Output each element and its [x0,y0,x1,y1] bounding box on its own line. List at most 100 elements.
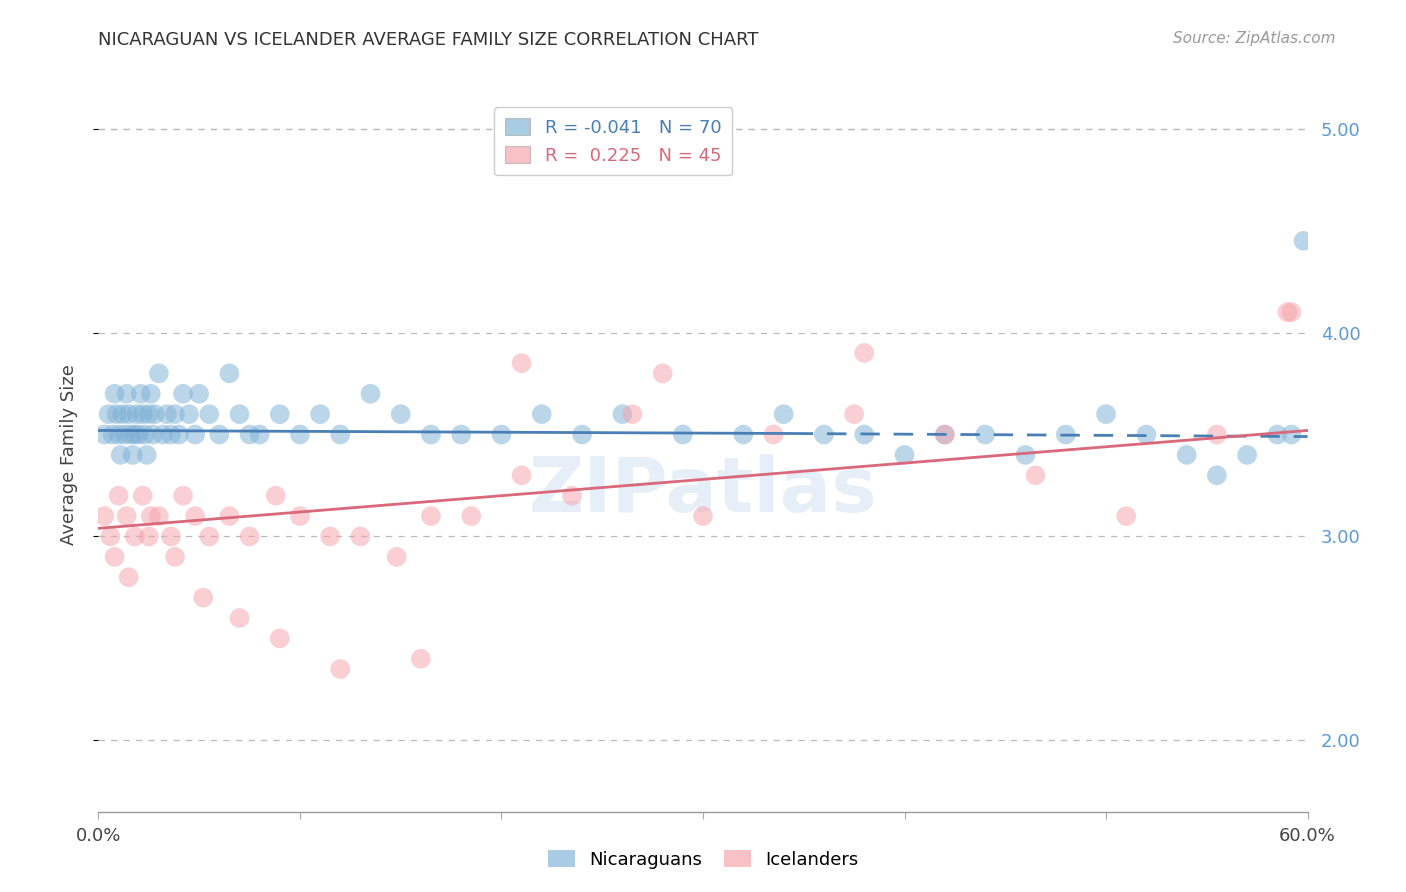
Point [129,386,152,401]
Point [118,570,141,584]
Point [288,427,311,442]
Point [762,427,785,442]
Point [1206,427,1229,442]
Point [148,509,170,524]
Point [188,386,211,401]
Point [319,529,342,543]
Point [651,367,673,381]
Point [1014,448,1036,462]
Point [692,509,714,524]
Point [193,591,215,605]
Point [460,509,482,524]
Point [124,529,146,543]
Point [148,367,170,381]
Point [198,529,221,543]
Point [1175,448,1198,462]
Point [309,407,332,421]
Point [156,407,179,421]
Point [208,427,231,442]
Point [510,468,533,483]
Point [160,529,183,543]
Point [1206,468,1229,483]
Point [1025,468,1047,483]
Point [138,529,160,543]
Point [349,529,371,543]
Point [853,427,876,442]
Point [103,549,125,564]
Point [612,407,634,421]
Point [93,509,115,524]
Point [128,427,150,442]
Point [269,407,291,421]
Point [105,407,128,421]
Point [218,367,240,381]
Point [103,386,125,401]
Point [167,427,190,442]
Point [163,407,186,421]
Text: ZIPatlas: ZIPatlas [529,454,877,527]
Point [228,611,250,625]
Point [269,632,291,646]
Point [450,427,472,442]
Y-axis label: Average Family Size: Average Family Size [59,365,77,545]
Point [1281,427,1303,442]
Point [132,489,155,503]
Point [844,407,866,421]
Point [733,427,755,442]
Point [218,509,240,524]
Point [143,407,166,421]
Point [93,427,115,442]
Point [132,407,155,421]
Text: Source: ZipAtlas.com: Source: ZipAtlas.com [1173,31,1336,46]
Point [329,662,352,676]
Point [385,549,408,564]
Point [249,427,271,442]
Point [530,407,553,421]
Point [101,427,124,442]
Point [120,427,142,442]
Point [184,509,207,524]
Point [184,427,207,442]
Point [561,489,583,503]
Legend: Nicaraguans, Icelanders: Nicaraguans, Icelanders [538,841,868,878]
Point [853,346,876,360]
Point [510,356,533,370]
Point [114,427,136,442]
Point [420,509,443,524]
Point [198,407,221,421]
Point [772,407,794,421]
Point [288,509,311,524]
Point [239,529,262,543]
Point [139,386,162,401]
Point [142,427,165,442]
Point [135,448,157,462]
Point [1095,407,1118,421]
Point [172,386,194,401]
Point [160,427,183,442]
Point [1054,427,1077,442]
Point [1292,234,1315,248]
Point [1115,509,1137,524]
Point [264,489,287,503]
Point [571,427,593,442]
Point [934,427,956,442]
Point [138,407,160,421]
Point [934,427,956,442]
Point [125,407,148,421]
Point [409,652,432,666]
Point [107,427,129,442]
Point [360,386,382,401]
Point [1281,305,1303,319]
Point [1135,427,1157,442]
Point [152,427,174,442]
Point [111,407,134,421]
Point [389,407,412,421]
Point [115,509,138,524]
Point [100,529,122,543]
Point [124,427,146,442]
Point [491,427,513,442]
Point [420,427,443,442]
Point [329,427,352,442]
Point [139,509,162,524]
Text: NICARAGUAN VS ICELANDER AVERAGE FAMILY SIZE CORRELATION CHART: NICARAGUAN VS ICELANDER AVERAGE FAMILY S… [98,31,759,49]
